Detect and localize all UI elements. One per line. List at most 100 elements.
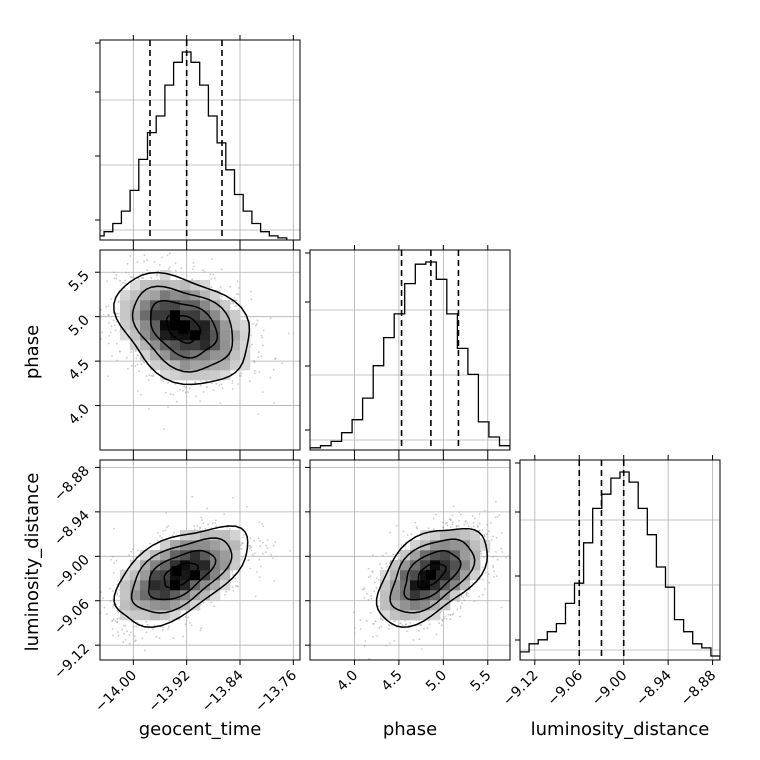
density-cell [470,560,481,571]
tick-label-y-luminosity_distance: −9.00 [51,552,93,594]
scatter-point [126,630,128,633]
hist-bin [684,632,693,660]
scatter-point [176,400,178,403]
scatter-point [155,274,158,277]
scatter-point [133,635,136,638]
scatter-point [256,323,258,326]
scatter-point [221,295,223,298]
scatter-point [466,522,468,525]
scatter-point [442,526,444,529]
density-cell [140,600,151,611]
density-cell [140,350,151,361]
density-cell [420,610,431,621]
scatter-point [231,380,234,382]
scatter-point [465,593,467,595]
scatter-point [123,282,126,285]
scatter-point [138,278,140,280]
density-cell [390,580,401,591]
scatter-point [399,622,402,624]
density-cell [420,530,431,541]
scatter-panel-geocent_time-phase [83,245,301,455]
density-cell [150,290,161,301]
scatter-point [435,513,437,516]
density-cell [210,580,221,591]
density-cell [420,570,431,581]
scatter-point [223,513,226,515]
scatter-point [270,553,273,556]
scatter-point [501,551,504,553]
density-cell [170,340,181,351]
density-cell [130,280,141,291]
scatter-point [194,381,197,384]
scatter-point [249,290,252,293]
hist-bin [156,116,165,240]
scatter-point [200,603,203,606]
scatter-point [432,528,435,531]
scatter-point [231,382,234,384]
scatter-point [211,382,213,385]
scatter-point [232,590,235,592]
contour-line [165,314,202,344]
density-cell [180,550,191,561]
density-cell [160,370,171,381]
scatter-point [478,513,481,515]
scatter-point [432,517,435,520]
hist-step-line [310,261,510,450]
scatter-point [372,623,375,625]
scatter-point [128,634,131,636]
ylabel-luminosity-distance: luminosity_distance [22,473,43,652]
scatter-point [167,382,170,384]
scatter-point [145,631,148,634]
scatter-point [131,364,133,367]
scatter-point [97,305,99,307]
scatter-point [83,292,85,294]
density-cell [410,600,421,611]
density-cell [160,280,171,291]
density-cell [140,570,151,581]
scatter-point [218,384,221,386]
scatter-point [289,549,291,552]
scatter-point [248,380,251,383]
scatter-point [95,321,97,323]
scatter-point [465,520,467,522]
scatter-point [254,370,256,372]
density-cell [140,590,151,601]
hist-bin [191,62,200,240]
scatter-point [385,644,388,647]
scatter-point [152,628,154,631]
scatter-point [490,539,493,541]
scatter-point [124,624,127,627]
hist-bin [556,624,565,660]
scatter-point [254,595,257,598]
density-cell [450,550,461,561]
panel-frame [99,249,301,451]
scatter-point [460,513,462,516]
density-cell [200,330,211,341]
scatter-point [249,567,252,570]
scatter-point [128,642,131,645]
tick-label-x-phase: 5.0 [423,668,450,695]
density-cell [180,340,191,351]
scatter-point [518,571,520,573]
density-cell [380,580,391,591]
scatter-point [260,565,262,568]
density-cell [230,530,241,541]
scatter-point [143,361,146,364]
scatter-point [130,351,133,353]
density-cell [420,580,431,591]
scatter-point [262,329,265,332]
scatter-point [118,617,121,620]
contour-line [131,285,234,373]
scatter-point [184,391,187,394]
hist-bin [87,238,96,240]
scatter-point [146,259,148,262]
density-cell [210,540,221,551]
scatter-point [88,350,90,352]
tick-label-x-luminosity_distance: −9.00 [589,668,631,710]
density-cell [120,320,131,331]
scatter-point [492,566,495,569]
density-cell [200,590,211,601]
scatter-point [234,299,237,302]
density-cell [400,570,411,581]
scatter-point [377,605,380,608]
